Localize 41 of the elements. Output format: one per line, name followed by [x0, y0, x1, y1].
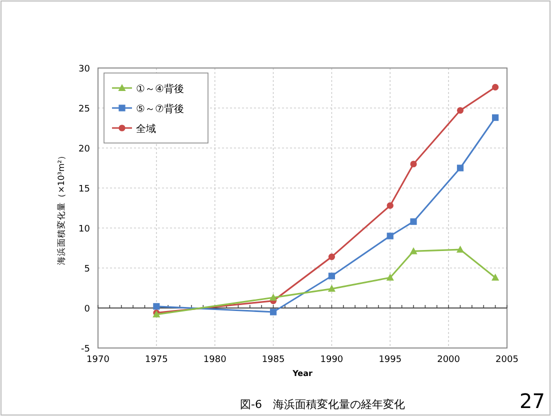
y-tick-label: -5 — [81, 344, 90, 354]
point — [456, 246, 464, 253]
point — [328, 272, 336, 280]
point — [386, 202, 394, 209]
x-tick-label: 1995 — [378, 355, 402, 365]
x-tick-label: 1970 — [86, 355, 110, 365]
x-tick-label: 1985 — [262, 355, 285, 365]
x-tick-label: 1990 — [320, 355, 344, 365]
x-tick-label: 1975 — [144, 355, 168, 365]
point — [492, 84, 499, 90]
y-tick-label: 30 — [78, 64, 90, 74]
y-tick-label: 25 — [78, 104, 90, 114]
point — [492, 274, 500, 281]
x-axis-title: Year — [292, 369, 312, 378]
legend-label: ①～④背後 — [136, 83, 184, 95]
point — [328, 254, 336, 260]
x-tick-label: 2005 — [496, 355, 518, 365]
point — [270, 308, 277, 316]
point — [410, 247, 418, 254]
point — [456, 164, 464, 172]
y-tick-label: 10 — [78, 224, 90, 234]
point — [328, 284, 336, 292]
text: 図-6 海浜面積変化量の経年変化 — [240, 398, 405, 411]
y-tick-label: 20 — [78, 144, 90, 154]
point — [410, 160, 417, 168]
x-tick-label: 2000 — [437, 355, 460, 365]
y-tick-label: 5 — [84, 264, 90, 274]
point — [386, 274, 394, 281]
point — [153, 303, 160, 310]
text: 27 — [520, 389, 545, 413]
point — [410, 218, 417, 225]
point — [386, 232, 394, 240]
point — [492, 114, 499, 121]
y-tick-label: 15 — [78, 184, 90, 194]
y-tick-label: 0 — [84, 304, 90, 314]
point — [269, 294, 278, 301]
x-tick-label: 1980 — [203, 355, 227, 365]
y-axis-title: 海浜面積変化量（×10³m²） — [56, 150, 67, 266]
point — [456, 107, 464, 114]
legend-label: ⑤～⑦背後 — [136, 103, 184, 115]
legend-label: 全域 — [136, 123, 156, 135]
